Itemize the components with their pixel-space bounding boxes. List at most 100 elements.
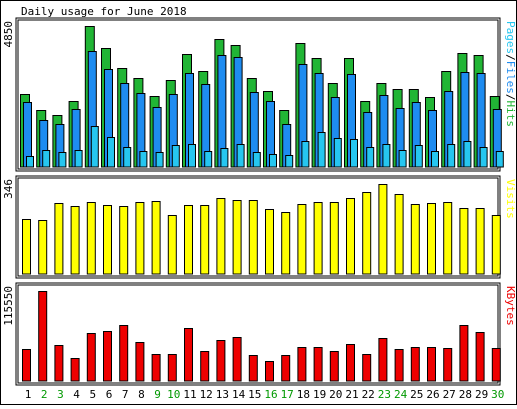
visits-bar — [346, 198, 355, 275]
day-label: 16 — [264, 388, 277, 401]
day-label: 27 — [443, 388, 456, 401]
day-label: 30 — [491, 388, 504, 401]
pages-bar — [479, 147, 488, 168]
usage-side-label: Pages/Files/Hits — [504, 21, 517, 127]
kbytes-bar — [378, 338, 388, 382]
pages-bar — [333, 138, 342, 168]
visits-bar — [410, 204, 420, 275]
day-label: 20 — [329, 388, 342, 401]
day-label: 1 — [25, 388, 32, 401]
visits-bar — [70, 206, 80, 275]
chart-title: Daily usage for June 2018 — [21, 5, 187, 18]
kbytes-bar — [346, 344, 355, 382]
pages-bar — [220, 148, 229, 168]
day-label: 25 — [410, 388, 423, 401]
kbytes-bar — [119, 325, 129, 382]
pages-bar — [139, 151, 148, 168]
visits-bar — [491, 215, 501, 275]
visits-bar — [216, 198, 226, 275]
kbytes-bar — [86, 333, 96, 382]
pages-bar — [74, 150, 83, 168]
visits-bar — [475, 208, 485, 275]
visits-bar — [281, 212, 291, 275]
pages-bar — [463, 141, 472, 168]
visits-bar — [378, 184, 388, 275]
usage-side-label-part-4: Hits — [504, 101, 517, 128]
pages-bar — [350, 139, 358, 168]
kbytes-bar — [281, 355, 291, 382]
kbytes-bar — [329, 351, 339, 382]
pages-bar — [58, 152, 67, 168]
pages-bar — [414, 145, 423, 168]
day-label: 23 — [378, 388, 391, 401]
pages-bar — [26, 156, 34, 168]
pages-bar — [155, 152, 164, 168]
pages-bar — [252, 152, 261, 168]
day-label: 2 — [41, 388, 48, 401]
day-label: 29 — [475, 388, 488, 401]
visits-ymax-label: 346 — [2, 179, 15, 199]
kbytes-panel-inner-frame — [17, 284, 499, 384]
pages-bar — [317, 132, 326, 168]
day-label: 9 — [154, 388, 161, 401]
pages-bar — [90, 126, 99, 168]
kbytes-bar — [475, 332, 485, 382]
day-label: 11 — [183, 388, 196, 401]
visits-bar — [248, 200, 258, 275]
pages-bar — [495, 151, 504, 168]
kbytes-bar — [167, 354, 177, 382]
day-label: 7 — [122, 388, 129, 401]
kbytes-bar — [394, 349, 404, 382]
visits-bar — [265, 209, 274, 275]
visits-bar — [362, 192, 372, 275]
kbytes-bar — [135, 342, 145, 382]
day-label: 3 — [57, 388, 64, 401]
visits-bar — [54, 203, 64, 275]
usage-side-label-part-2: Files — [504, 61, 517, 94]
pages-bar — [447, 144, 456, 168]
day-label: 21 — [345, 388, 358, 401]
kbytes-bar — [459, 325, 469, 382]
day-label: 14 — [232, 388, 246, 401]
kbytes-bar — [22, 349, 31, 382]
pages-bar — [431, 151, 439, 168]
visits-bar — [200, 205, 210, 275]
usage-panel-inner-frame — [17, 19, 499, 170]
pages-bar — [171, 145, 180, 168]
pages-bar — [107, 137, 115, 168]
visits-bar — [427, 203, 436, 275]
day-label: 18 — [297, 388, 310, 401]
kbytes-bar — [103, 331, 112, 382]
usage-side-label-part-1: / — [504, 54, 517, 61]
visits-side-label: Visits — [504, 179, 517, 219]
kbytes-bar — [151, 354, 161, 382]
kbytes-bar — [427, 347, 436, 382]
pages-bar — [285, 155, 294, 168]
kbytes-bar — [38, 291, 48, 382]
visits-bar — [184, 205, 193, 275]
visits-bar — [167, 215, 177, 275]
visits-bar — [135, 202, 145, 275]
day-label: 17 — [281, 388, 294, 401]
kbytes-bar — [313, 347, 323, 382]
pages-bar — [398, 150, 407, 168]
kbytes-ymax-label: 115550 — [2, 286, 15, 326]
visits-bar — [38, 220, 48, 275]
usage-side-label-part-3: / — [504, 94, 517, 101]
kbytes-bar — [70, 358, 80, 382]
visits-bar — [297, 204, 307, 275]
usage-side-label-part-0: Pages — [504, 21, 517, 54]
visits-bar — [459, 208, 469, 275]
pages-bar — [123, 147, 132, 168]
kbytes-bar — [362, 354, 372, 382]
kbytes-bar — [232, 337, 242, 382]
visits-bar — [86, 202, 96, 275]
pages-bar — [42, 150, 51, 168]
kbytes-bar — [443, 348, 453, 382]
kbytes-side-label: KBytes — [504, 286, 517, 326]
pages-bar — [269, 154, 277, 168]
pages-bar — [382, 144, 391, 168]
visits-bar — [313, 202, 323, 275]
